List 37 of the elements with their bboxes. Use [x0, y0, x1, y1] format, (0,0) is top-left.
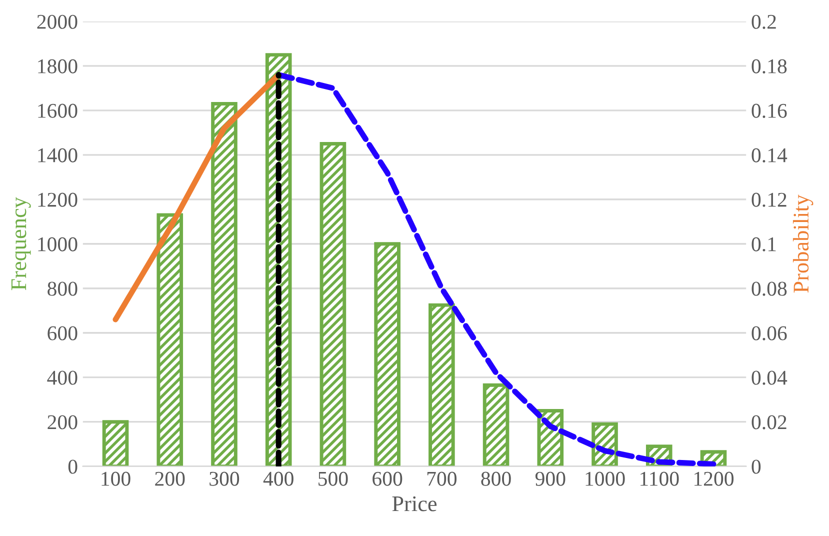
y-tick-label: 1000: [38, 237, 78, 252]
y2-tick-label: 0.06: [752, 326, 787, 340]
y2-tick-label: 0.04: [752, 370, 788, 385]
x-tick-label: 200: [155, 472, 185, 486]
y-tick-label: 1800: [38, 59, 78, 74]
x-axis-title: Price: [392, 496, 437, 512]
x-tick-label: 1100: [640, 472, 679, 486]
y-axis-title: Frequency: [11, 197, 31, 290]
x-tick-label: 100: [102, 472, 130, 486]
x-tick-label: 700: [427, 472, 457, 486]
x-tick-label: 800: [481, 472, 511, 486]
y2-tick-label: 0.2: [752, 14, 776, 29]
y-tick-label: 400: [47, 370, 78, 385]
y2-tick-label: 0.1: [752, 237, 776, 252]
x-tick-label: 400: [263, 472, 294, 486]
y2-tick-label: 0.14: [752, 148, 788, 162]
x-tick-label: 1000: [586, 472, 625, 486]
x-tick-label: 1200: [694, 472, 734, 486]
x-tick-label: 900: [535, 472, 566, 486]
y2-tick-label: 0.08: [752, 282, 787, 296]
y2-tick-label: 0.16: [752, 104, 787, 118]
y-tick-label: 200: [48, 415, 78, 430]
y-tick-label: 0: [68, 460, 78, 474]
y2-tick-label: 0.18: [752, 59, 787, 74]
y2-axis-title: Probability: [792, 194, 814, 293]
y-tick-label: 1600: [38, 104, 78, 118]
y2-tick-label: 0: [752, 460, 761, 474]
y-tick-label: 2000: [37, 14, 78, 29]
y-tick-label: 800: [48, 282, 78, 296]
x-tick-label: 500: [318, 472, 348, 486]
y-tick-label: 1400: [38, 148, 78, 162]
y2-tick-label: 0.02: [752, 415, 786, 430]
y-tick-label: 600: [48, 326, 78, 340]
x-tick-label: 300: [210, 472, 240, 486]
x-tick-label: 600: [372, 472, 402, 486]
y-tick-label: 1200: [38, 192, 78, 207]
y2-tick-label: 0.12: [752, 192, 786, 207]
